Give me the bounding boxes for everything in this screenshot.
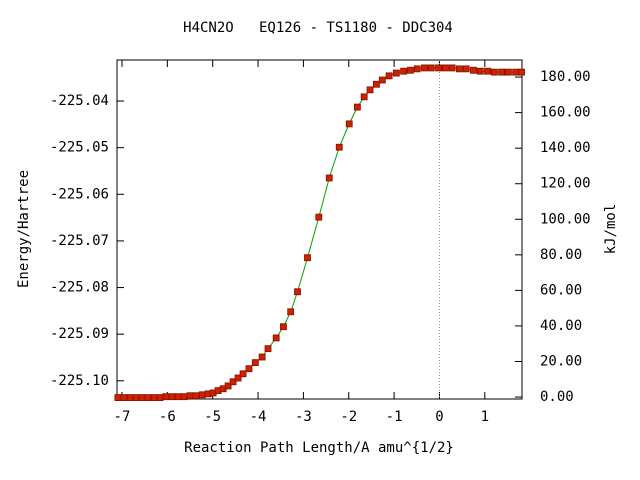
data-point	[448, 64, 456, 72]
data-point	[144, 394, 152, 402]
data-point	[264, 345, 272, 353]
data-point	[280, 323, 287, 331]
data-point	[168, 393, 176, 401]
x-tick-label: -2	[340, 409, 357, 425]
y-tick-label: -225.07	[50, 233, 109, 249]
y2-tick-label: 100.00	[540, 211, 591, 227]
data-point	[373, 80, 380, 88]
y2-tick-label: 60.00	[540, 282, 582, 298]
data-point	[126, 394, 134, 402]
data-point	[245, 365, 253, 373]
y2-tick-label: 180.00	[540, 69, 591, 85]
data-point	[498, 68, 505, 76]
data-point	[132, 394, 140, 402]
x-axis-label: Reaction Path Length/A amu^{1/2}	[184, 440, 454, 456]
data-point	[287, 308, 295, 316]
x-tick-label: -4	[250, 409, 267, 425]
x-tick-label: -3	[295, 409, 312, 425]
data-point	[150, 394, 158, 402]
data-point	[162, 393, 170, 401]
data-point	[229, 378, 237, 386]
data-point	[366, 86, 374, 94]
data-point	[512, 68, 520, 76]
data-point	[335, 143, 343, 151]
data-point	[462, 65, 470, 73]
y2-axis-label: kJ/mol	[603, 204, 619, 255]
y-tick-label: -225.06	[50, 186, 109, 202]
x-tick-label: 0	[435, 409, 443, 425]
data-point	[490, 68, 498, 76]
data-point	[441, 64, 449, 72]
data-point	[353, 103, 361, 111]
data-point	[413, 65, 421, 73]
data-point	[378, 76, 386, 84]
data-point	[198, 391, 206, 399]
y-axis-label: Energy/Hartree	[16, 170, 32, 288]
x-tick-label: -6	[159, 409, 176, 425]
data-point	[234, 374, 242, 382]
data-point	[272, 334, 280, 342]
data-point	[360, 93, 368, 101]
data-point	[239, 370, 247, 378]
data-point	[435, 64, 442, 72]
y2-tick-label: 40.00	[540, 318, 582, 334]
y-tick-label: -225.09	[50, 326, 109, 342]
y2-tick-label: 120.00	[540, 176, 591, 192]
y2-tick-label: 140.00	[540, 140, 591, 156]
data-point	[294, 288, 301, 296]
data-point	[180, 393, 188, 401]
y2-tick-label: 160.00	[540, 105, 591, 121]
data-point	[470, 66, 477, 74]
x-tick-label: 1	[481, 409, 489, 425]
data-point	[484, 67, 491, 75]
data-point	[186, 392, 194, 400]
data-point	[392, 69, 400, 77]
data-point	[400, 67, 408, 75]
data-point	[518, 68, 525, 76]
data-point	[251, 359, 259, 367]
data-point	[407, 66, 414, 74]
data-point	[315, 213, 323, 221]
data-point	[385, 72, 393, 80]
x-tick-label: -1	[386, 409, 403, 425]
data-point	[156, 394, 164, 402]
data-point	[476, 67, 484, 75]
y2-tick-label: 0.00	[540, 389, 574, 405]
y-tick-label: -225.08	[50, 280, 109, 296]
data-point	[224, 382, 232, 390]
data-point	[138, 394, 146, 402]
data-point	[427, 64, 435, 72]
y2-tick-label: 80.00	[540, 247, 582, 263]
x-tick-label: -5	[204, 409, 221, 425]
data-point	[114, 394, 122, 402]
plot-frame	[116, 59, 523, 400]
data-point	[325, 174, 333, 182]
y-tick-label: -225.05	[50, 140, 109, 156]
y-tick-label: -225.04	[50, 93, 109, 109]
data-point	[258, 353, 266, 361]
data-point	[345, 120, 353, 128]
y-tick-label: -225.10	[50, 373, 109, 389]
data-point	[421, 64, 428, 72]
data-point	[456, 65, 463, 73]
data-point	[120, 394, 128, 402]
data-point	[304, 254, 311, 262]
data-line	[117, 67, 522, 399]
data-point	[174, 393, 182, 401]
chart-title: H4CN2O EQ126 - TS1180 - DDC304	[183, 20, 453, 36]
x-tick-label: -7	[114, 409, 131, 425]
data-point	[192, 392, 200, 400]
y2-tick-label: 20.00	[540, 353, 582, 369]
data-point	[504, 68, 512, 76]
